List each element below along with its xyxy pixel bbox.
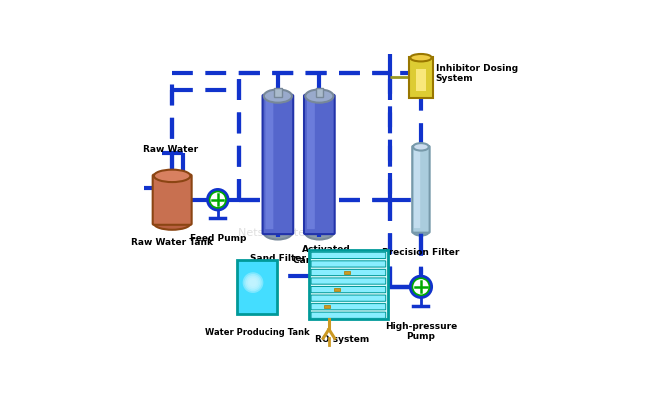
FancyBboxPatch shape xyxy=(307,100,315,229)
Text: RO system: RO system xyxy=(315,334,369,344)
Ellipse shape xyxy=(154,170,190,182)
FancyBboxPatch shape xyxy=(316,88,323,97)
Text: Raw Water Tank: Raw Water Tank xyxy=(131,238,213,247)
FancyBboxPatch shape xyxy=(311,261,386,267)
FancyBboxPatch shape xyxy=(153,175,192,225)
FancyBboxPatch shape xyxy=(324,305,330,308)
Circle shape xyxy=(208,190,228,210)
FancyBboxPatch shape xyxy=(334,288,340,291)
FancyBboxPatch shape xyxy=(274,88,281,97)
Text: Inhibitor Dosing
System: Inhibitor Dosing System xyxy=(436,64,518,83)
FancyBboxPatch shape xyxy=(263,95,293,234)
FancyBboxPatch shape xyxy=(304,95,334,234)
FancyBboxPatch shape xyxy=(344,271,349,274)
FancyBboxPatch shape xyxy=(311,270,386,276)
FancyBboxPatch shape xyxy=(265,100,273,229)
Text: Feed Pump: Feed Pump xyxy=(190,234,246,243)
Circle shape xyxy=(248,277,258,288)
FancyBboxPatch shape xyxy=(311,287,386,293)
Circle shape xyxy=(246,275,260,290)
Text: Sand Filter: Sand Filter xyxy=(250,254,306,262)
FancyBboxPatch shape xyxy=(415,69,426,91)
FancyBboxPatch shape xyxy=(410,57,433,98)
Text: Netsol Water: Netsol Water xyxy=(238,228,310,238)
Circle shape xyxy=(249,279,257,286)
Circle shape xyxy=(245,274,262,291)
Ellipse shape xyxy=(410,54,432,62)
Ellipse shape xyxy=(264,89,292,103)
Text: Precision Filter: Precision Filter xyxy=(382,248,459,258)
FancyBboxPatch shape xyxy=(237,260,277,314)
FancyBboxPatch shape xyxy=(311,278,386,284)
FancyBboxPatch shape xyxy=(311,304,386,310)
FancyBboxPatch shape xyxy=(412,146,430,233)
Text: High-pressure
Pump: High-pressure Pump xyxy=(385,322,457,342)
Text: Water Producing Tank: Water Producing Tank xyxy=(205,329,309,337)
FancyBboxPatch shape xyxy=(309,250,388,319)
FancyBboxPatch shape xyxy=(414,151,421,228)
Ellipse shape xyxy=(413,143,429,151)
FancyBboxPatch shape xyxy=(311,252,386,258)
Text: Raw Water: Raw Water xyxy=(142,145,197,154)
Ellipse shape xyxy=(305,226,333,240)
Ellipse shape xyxy=(413,228,429,235)
Text: Activated
Carbon Filter: Activated Carbon Filter xyxy=(294,245,360,265)
Ellipse shape xyxy=(305,89,333,103)
Circle shape xyxy=(411,276,432,297)
Ellipse shape xyxy=(154,217,190,230)
Ellipse shape xyxy=(264,226,292,240)
FancyBboxPatch shape xyxy=(311,312,386,318)
Circle shape xyxy=(243,272,263,293)
FancyBboxPatch shape xyxy=(311,295,386,301)
